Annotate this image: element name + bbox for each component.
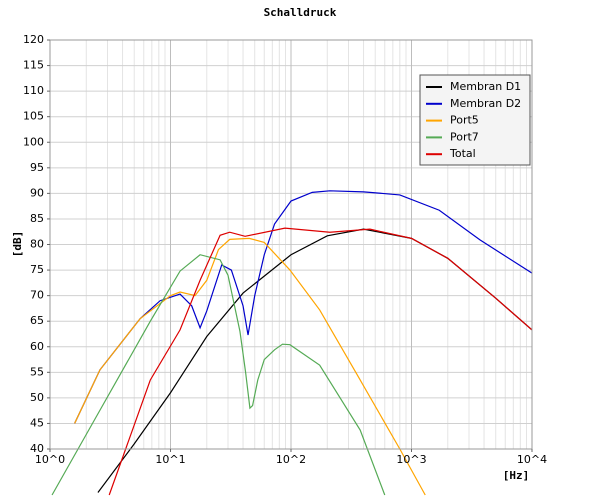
y-tick-label: 70 bbox=[30, 289, 44, 302]
y-tick-label: 40 bbox=[30, 442, 44, 455]
legend-label: Membran D2 bbox=[450, 97, 521, 110]
y-tick-label: 50 bbox=[30, 391, 44, 404]
y-tick-label: 45 bbox=[30, 416, 44, 429]
legend-label: Port7 bbox=[450, 130, 479, 143]
legend-label: Membran D1 bbox=[450, 80, 521, 93]
legend-label: Total bbox=[449, 147, 476, 160]
y-tick-label: 105 bbox=[23, 110, 44, 123]
y-tick-label: 110 bbox=[23, 84, 44, 97]
y-tick-label: 60 bbox=[30, 340, 44, 353]
y-tick-label: 100 bbox=[23, 135, 44, 148]
series-line bbox=[108, 227, 532, 496]
y-tick-label: 115 bbox=[23, 59, 44, 72]
y-tick-label: 95 bbox=[30, 161, 44, 174]
y-tick-label: 80 bbox=[30, 238, 44, 251]
x-axis-label: [Hz] bbox=[503, 469, 530, 482]
y-tick-label: 75 bbox=[30, 263, 44, 276]
x-tick-label: 10^0 bbox=[35, 453, 65, 466]
legend-label: Port5 bbox=[450, 114, 479, 127]
y-tick-label: 55 bbox=[30, 365, 44, 378]
y-tick-label: 90 bbox=[30, 186, 44, 199]
x-tick-label: 10^2 bbox=[276, 453, 306, 466]
y-axis-label: [dB] bbox=[11, 231, 24, 258]
chart-title: Schalldruck bbox=[264, 6, 337, 19]
x-tick-label: 10^3 bbox=[396, 453, 426, 466]
series-line bbox=[74, 237, 426, 496]
x-tick-label: 10^4 bbox=[517, 453, 547, 466]
y-tick-label: 65 bbox=[30, 314, 44, 327]
y-tick-label: 120 bbox=[23, 33, 44, 46]
series-line bbox=[51, 254, 386, 496]
series-line bbox=[74, 190, 532, 424]
y-tick-label: 85 bbox=[30, 212, 44, 225]
x-tick-label: 10^1 bbox=[155, 453, 185, 466]
